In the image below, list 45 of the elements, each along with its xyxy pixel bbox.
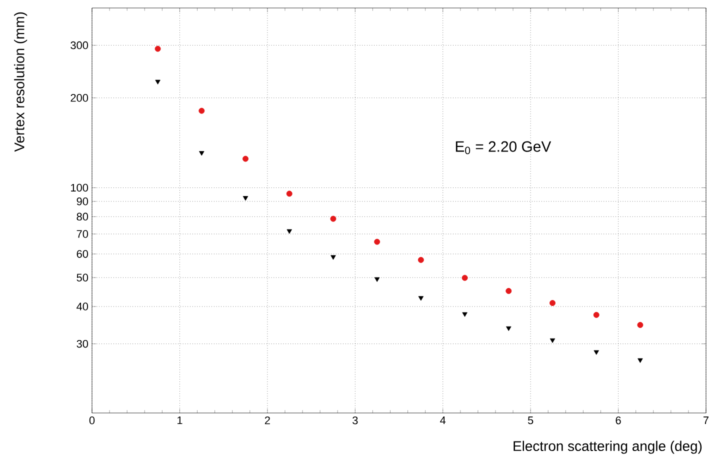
point xyxy=(462,312,468,317)
y-tick-label: 60 xyxy=(76,250,88,258)
y-tick-label: 90 xyxy=(76,197,88,206)
annotation: E$_{0}$ = 2.20 GeV xyxy=(456,141,552,154)
point xyxy=(330,216,336,222)
point xyxy=(550,338,556,343)
y-tick-label: 300 xyxy=(70,41,88,50)
x-tick-label: 6 xyxy=(616,416,621,424)
point xyxy=(462,274,468,281)
x-tick-label: 7 xyxy=(704,416,709,424)
point xyxy=(198,108,205,114)
point xyxy=(242,196,248,201)
point xyxy=(330,255,336,260)
y-tick-label: 40 xyxy=(76,302,88,310)
y-tick-label: 70 xyxy=(76,230,88,238)
x-axis-title: Electron scattering angle (deg) xyxy=(514,440,702,454)
point xyxy=(506,288,512,294)
x-tick-label: 5 xyxy=(528,416,534,424)
y-tick-label: 80 xyxy=(76,212,88,220)
x-tick-label: 3 xyxy=(352,416,358,424)
point xyxy=(155,80,160,84)
point xyxy=(418,256,424,263)
y-axis-title: Vertex resolution (mm) xyxy=(14,12,28,152)
point xyxy=(286,229,292,234)
point xyxy=(199,151,204,156)
point xyxy=(374,277,380,282)
point xyxy=(242,156,248,162)
point xyxy=(286,190,292,197)
x-tick-label: 2 xyxy=(264,416,270,424)
y-tick-label: 200 xyxy=(70,94,88,102)
point xyxy=(593,312,600,318)
x-tick-label: 1 xyxy=(178,416,182,424)
point xyxy=(637,322,644,328)
point xyxy=(374,238,380,245)
point xyxy=(418,296,424,301)
point xyxy=(550,300,556,306)
x-tick-label: 0 xyxy=(89,416,95,424)
y-tick-label: 30 xyxy=(76,340,88,348)
point xyxy=(638,358,643,363)
y-tick-label: 100 xyxy=(71,184,88,192)
point xyxy=(154,46,161,52)
point xyxy=(594,350,599,355)
y-tick-label: 50 xyxy=(76,274,88,282)
x-tick-label: 4 xyxy=(440,416,446,424)
point xyxy=(506,326,512,331)
